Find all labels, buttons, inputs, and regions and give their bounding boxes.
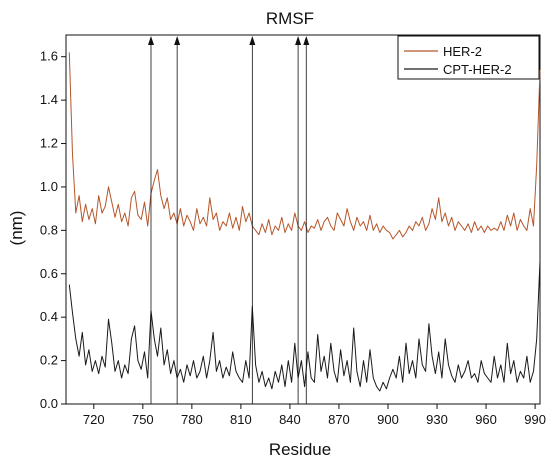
legend-label: HER-2	[443, 44, 482, 59]
y-axis-ticks: 0.0 0.2 0.4 0.6 0.8 1.0 1.2 1.4 1.6	[40, 49, 66, 411]
y-tick-label: 0.4	[40, 309, 58, 324]
x-tick-label: 840	[279, 412, 301, 427]
marker-arrowhead	[295, 36, 302, 45]
x-tick-label: 900	[377, 412, 399, 427]
x-tick-label: 990	[524, 412, 546, 427]
marker-arrowhead	[303, 36, 310, 45]
series-line-1	[68, 260, 541, 392]
y-tick-label: 0.0	[40, 396, 58, 411]
legend-box	[397, 35, 540, 80]
y-tick-label: 0.2	[40, 353, 58, 368]
marker-arrowhead	[147, 36, 154, 45]
x-tick-label: 870	[328, 412, 350, 427]
x-axis-label: Residue	[269, 440, 331, 459]
y-tick-label: 0.8	[40, 222, 58, 237]
x-axis-ticks: 720 750 780 810 840 870 900 930 960 990	[83, 404, 546, 427]
x-tick-label: 930	[426, 412, 448, 427]
legend-label: CPT-HER-2	[443, 62, 512, 77]
x-tick-label: 810	[230, 412, 252, 427]
y-tick-label: 1.0	[40, 179, 58, 194]
series-line-0	[68, 52, 541, 240]
marker-arrowhead	[249, 36, 256, 45]
marker-arrowhead	[174, 36, 181, 45]
chart-title: RMSF	[266, 9, 314, 28]
legend: HER-2 CPT-HER-2	[397, 35, 540, 80]
plot-area	[65, 34, 541, 405]
y-tick-label: 0.6	[40, 266, 58, 281]
x-tick-label: 780	[181, 412, 203, 427]
y-tick-label: 1.2	[40, 136, 58, 151]
y-tick-label: 1.6	[40, 49, 58, 64]
y-tick-label: 1.4	[40, 92, 58, 107]
series-layer	[68, 52, 541, 392]
arrow-layer	[147, 36, 310, 404]
x-tick-label: 720	[83, 412, 105, 427]
x-tick-label: 750	[132, 412, 154, 427]
y-axis-label: (nm)	[7, 211, 26, 246]
x-tick-label: 960	[475, 412, 497, 427]
